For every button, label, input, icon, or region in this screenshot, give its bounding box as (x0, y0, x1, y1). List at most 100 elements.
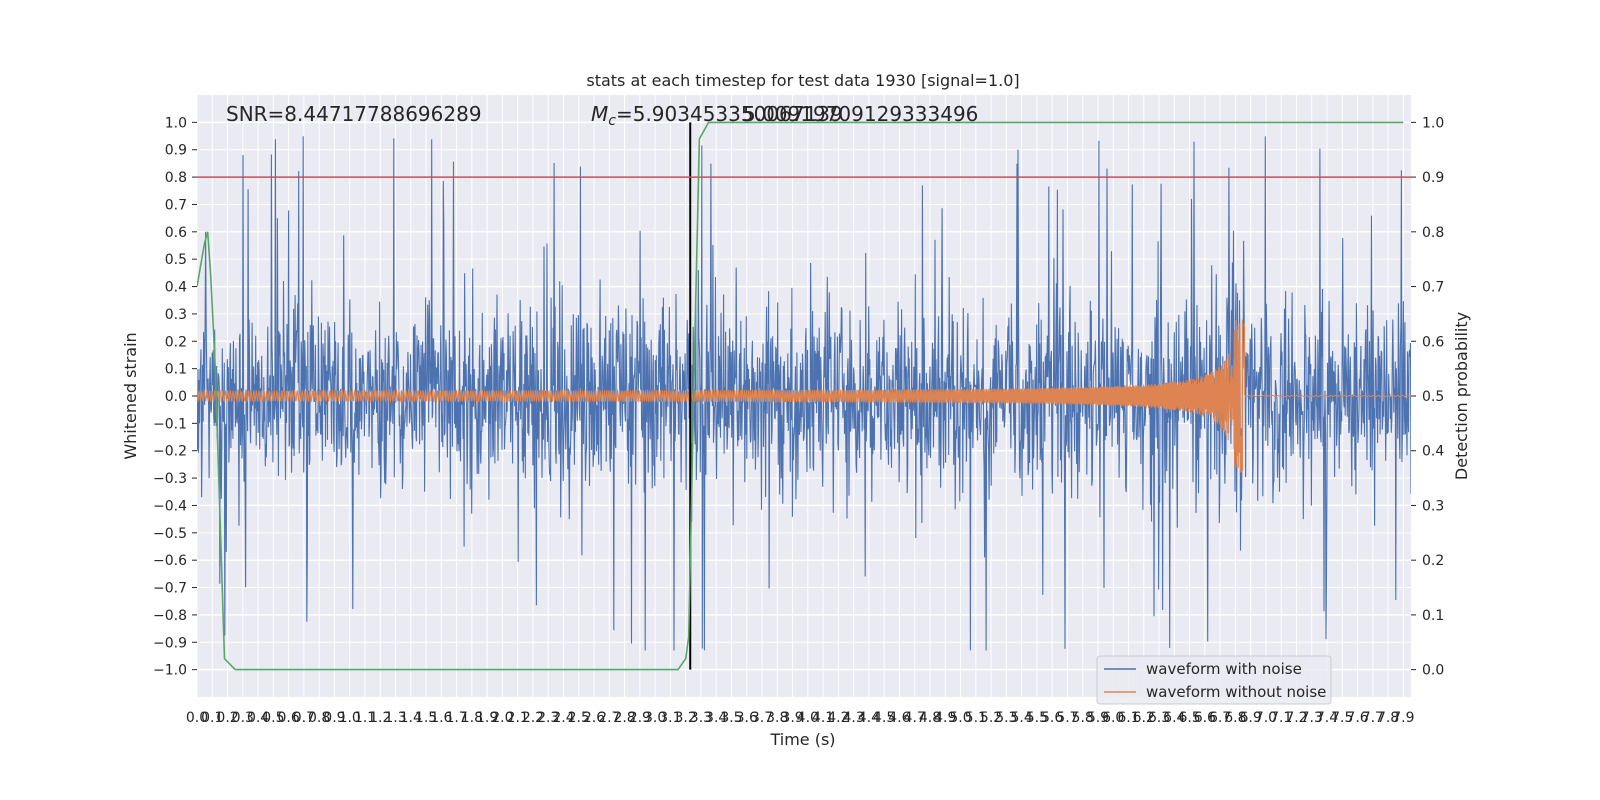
y-left-tick-label: 0.5 (165, 252, 187, 268)
x-tick-label: 4.4 (858, 710, 880, 726)
y-left-tick-label: −0.2 (153, 444, 187, 460)
y-right-tick-label: 0.2 (1422, 553, 1444, 569)
y-right-tick-label: 0.0 (1422, 663, 1444, 679)
x-tick-label: 2.8 (613, 710, 635, 726)
y-left-tick-label: 0.6 (165, 225, 187, 241)
x-tick-label: 0.0 (186, 710, 208, 726)
x-tick-label: 3.7 (751, 710, 773, 726)
x-tick-label: 0.2 (216, 710, 238, 726)
x-tick-label: 6.7 (1209, 710, 1231, 726)
y-left-tick-label: 0.3 (165, 307, 187, 323)
x-tick-label: 5.2 (980, 710, 1002, 726)
x-tick-label: 1.5 (415, 710, 437, 726)
x-tick-label: 6.0 (1102, 710, 1124, 726)
y-right-tick-label: 0.1 (1422, 608, 1444, 624)
x-tick-label: 3.5 (720, 710, 742, 726)
x-tick-label: 3.4 (705, 710, 727, 726)
y-left-tick-label: 0.9 (165, 143, 187, 159)
y-right-tick-label: 0.3 (1422, 498, 1444, 514)
series-waveform-without-noise (197, 319, 1411, 473)
x-tick-label: 7.2 (1285, 710, 1307, 726)
x-tick-label: 5.0 (949, 710, 971, 726)
x-tick-label: 7.9 (1392, 710, 1414, 726)
x-tick-label: 7.8 (1377, 710, 1399, 726)
mc-value: =5.903453350067139 (616, 102, 843, 126)
x-tick-label: 1.0 (339, 710, 361, 726)
x-tick-label: 1.1 (354, 710, 376, 726)
legend-label-clean: waveform without noise (1146, 683, 1326, 701)
x-tick-label: 7.4 (1316, 710, 1338, 726)
chart-title: stats at each timestep for test data 193… (586, 71, 1019, 90)
x-tick-label: 0.8 (308, 710, 330, 726)
y-left-tick-label: −0.7 (153, 581, 187, 597)
y-left-tick-label: 0.0 (165, 389, 187, 405)
y-right-tick-label: 0.4 (1422, 444, 1444, 460)
legend-label-noise: waveform with noise (1146, 660, 1302, 678)
x-tick-labels: 0.00.10.20.30.40.50.60.70.80.91.01.11.21… (186, 710, 1415, 726)
x-tick-label: 4.2 (827, 710, 849, 726)
y-left-tick-label: −0.3 (153, 471, 187, 487)
x-tick-label: 5.9 (1087, 710, 1109, 726)
y-right-tick-labels: 0.0 0.1 0.2 0.3 0.4 0.5 0.6 0.7 0.8 0.9 1.0 (1411, 115, 1444, 679)
x-tick-label: 1.9 (476, 710, 498, 726)
x-tick-label: 3.3 (690, 710, 712, 726)
x-tick-label: 3.2 (675, 710, 697, 726)
y-left-tick-label: 0.2 (165, 334, 187, 350)
x-tick-label: 3.9 (781, 710, 803, 726)
x-tick-label: 6.9 (1240, 710, 1262, 726)
y-right-tick-label: 0.6 (1422, 334, 1444, 350)
mc-annotation: Mc=5.903453350067139 (591, 102, 843, 129)
y-left-tick-label: −0.1 (153, 416, 187, 432)
x-tick-label: 2.1 (507, 710, 529, 726)
mc-subscript: c (608, 113, 616, 129)
mc-symbol: M (591, 102, 608, 126)
legend: waveform with noise waveform without noi… (1096, 655, 1332, 705)
x-tick-label: 1.8 (461, 710, 483, 726)
x-tick-label: 1.7 (445, 710, 467, 726)
x-tick-label: 7.3 (1301, 710, 1323, 726)
x-axis-label: Time (s) (769, 730, 835, 749)
x-tick-label: 2.3 (537, 710, 559, 726)
y-left-tick-label: −1.0 (153, 663, 187, 679)
x-tick-label: 5.3 (995, 710, 1017, 726)
snr-annotation: SNR=8.44717788696289 (226, 102, 482, 126)
y-left-tick-label: −0.9 (153, 635, 187, 651)
x-tick-label: 0.1 (201, 710, 223, 726)
x-tick-label: 1.6 (430, 710, 452, 726)
y-axis-label-left: Whitened strain (121, 332, 140, 459)
y-left-tick-label: 0.1 (165, 362, 187, 378)
y-right-tick-label: 0.8 (1422, 225, 1444, 241)
x-tick-label: 4.3 (842, 710, 864, 726)
x-tick-label: 5.8 (1072, 710, 1094, 726)
x-tick-label: 0.9 (323, 710, 345, 726)
x-tick-label: 7.6 (1346, 710, 1368, 726)
x-tick-label: 3.0 (644, 710, 666, 726)
x-tick-label: 1.4 (400, 710, 422, 726)
x-tick-label: 7.7 (1362, 710, 1384, 726)
x-tick-label: 3.1 (659, 710, 681, 726)
x-tick-label: 1.3 (384, 710, 406, 726)
x-tick-label: 4.9 (934, 710, 956, 726)
x-tick-label: 4.6 (888, 710, 910, 726)
y-left-tick-label: 0.7 (165, 197, 187, 213)
x-tick-label: 7.1 (1270, 710, 1292, 726)
x-tick-label: 2.9 (629, 710, 651, 726)
x-tick-label: 6.5 (1178, 710, 1200, 726)
y-left-tick-label: −0.8 (153, 608, 187, 624)
x-tick-label: 2.7 (598, 710, 620, 726)
x-tick-label: 0.5 (262, 710, 284, 726)
x-tick-label: 5.7 (1056, 710, 1078, 726)
x-tick-label: 4.1 (812, 710, 834, 726)
y-axis-label-right: Detection probability (1452, 312, 1471, 480)
y-left-tick-label: −0.5 (153, 526, 187, 542)
x-tick-label: 4.8 (919, 710, 941, 726)
x-tick-label: 7.0 (1255, 710, 1277, 726)
y-left-tick-labels: −1.0 −0.9 −0.8 −0.7 −0.6 −0.5 −0.4 −0.3 −0.2 −0.1… (153, 115, 197, 679)
x-tick-label: 0.3 (232, 710, 254, 726)
x-tick-label: 6.6 (1194, 710, 1216, 726)
y-left-tick-label: −0.4 (153, 498, 187, 514)
y-left-tick-label: 0.8 (165, 170, 187, 186)
x-tick-label: 6.2 (1133, 710, 1155, 726)
series-detection-probability (197, 121, 1404, 671)
x-tick-label: 2.5 (568, 710, 590, 726)
